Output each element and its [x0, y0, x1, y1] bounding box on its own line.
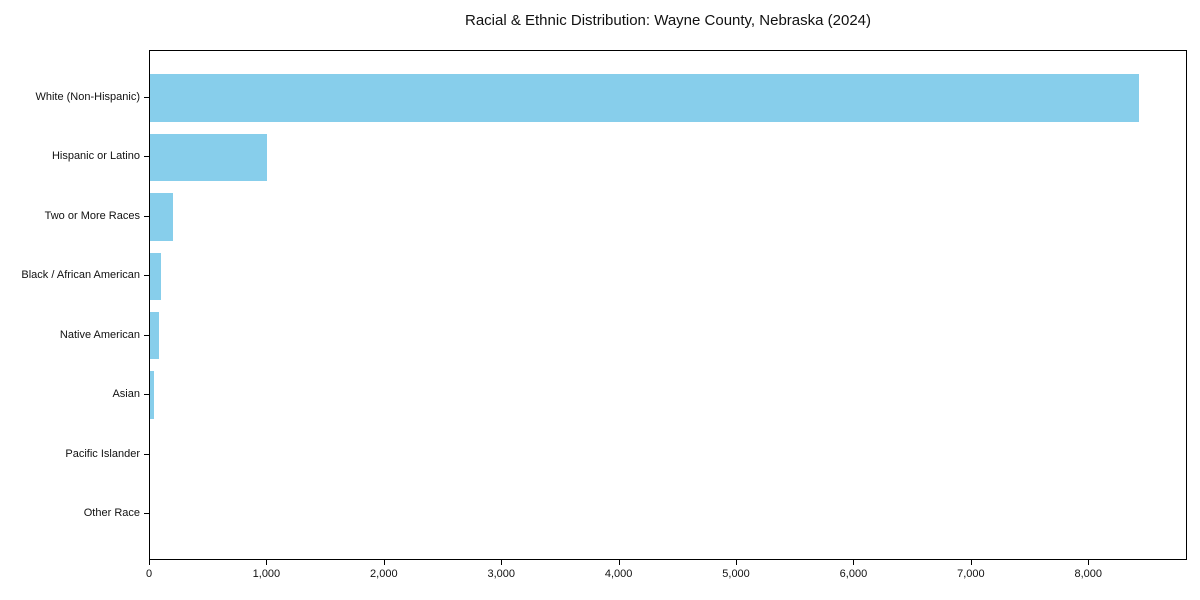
bar	[150, 252, 162, 301]
y-tick-mark	[144, 215, 149, 217]
y-tick-mark	[144, 394, 149, 396]
y-tick-label: Two or More Races	[44, 209, 140, 222]
x-tick-label: 8,000	[1074, 568, 1103, 580]
x-tick-label: 5,000	[722, 568, 750, 580]
y-tick-label: Pacific Islander	[65, 447, 140, 460]
x-tick-label: 2,000	[370, 568, 398, 580]
x-tick-label: 1,000	[252, 568, 281, 580]
y-tick-label: Native American	[59, 328, 140, 341]
x-tick-mark	[383, 560, 385, 565]
x-tick-mark	[618, 560, 620, 565]
y-tick-label: White (Non-Hispanic)	[35, 90, 140, 103]
y-tick-mark	[144, 453, 149, 455]
bar	[150, 133, 268, 182]
x-tick-mark	[853, 560, 855, 565]
bar	[150, 193, 174, 241]
x-tick-mark	[149, 560, 150, 565]
chart-title: Racial & Ethnic Distribution: Wayne Coun…	[464, 12, 871, 29]
y-tick-mark	[144, 96, 149, 98]
y-tick-mark	[144, 513, 149, 515]
y-tick-mark	[144, 156, 149, 158]
x-tick-mark	[970, 560, 972, 565]
y-tick-label: Asian	[112, 388, 140, 401]
x-tick-label: 0	[145, 568, 153, 580]
bar	[150, 74, 1139, 122]
x-tick-label: 3,000	[487, 568, 515, 580]
y-tick-label: Black / African American	[21, 269, 140, 282]
x-tick-label: 6,000	[839, 568, 868, 580]
x-tick-label: 4,000	[604, 568, 633, 580]
y-tick-mark	[144, 275, 149, 277]
x-tick-mark	[266, 560, 268, 565]
x-tick-mark	[1088, 560, 1090, 565]
x-tick-label: 7,000	[957, 568, 985, 580]
bar	[150, 311, 160, 360]
x-tick-mark	[736, 560, 738, 565]
x-tick-mark	[501, 560, 503, 565]
y-tick-label: Other Race	[83, 507, 140, 520]
y-tick-label: Hispanic or Latino	[51, 150, 140, 163]
y-tick-mark	[144, 334, 149, 336]
plot-area	[149, 50, 1187, 560]
bar	[150, 371, 154, 419]
